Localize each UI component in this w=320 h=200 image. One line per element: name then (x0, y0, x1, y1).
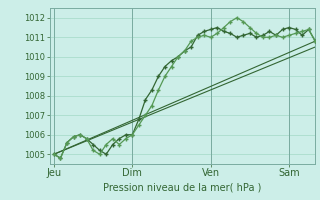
X-axis label: Pression niveau de la mer( hPa ): Pression niveau de la mer( hPa ) (103, 182, 261, 192)
